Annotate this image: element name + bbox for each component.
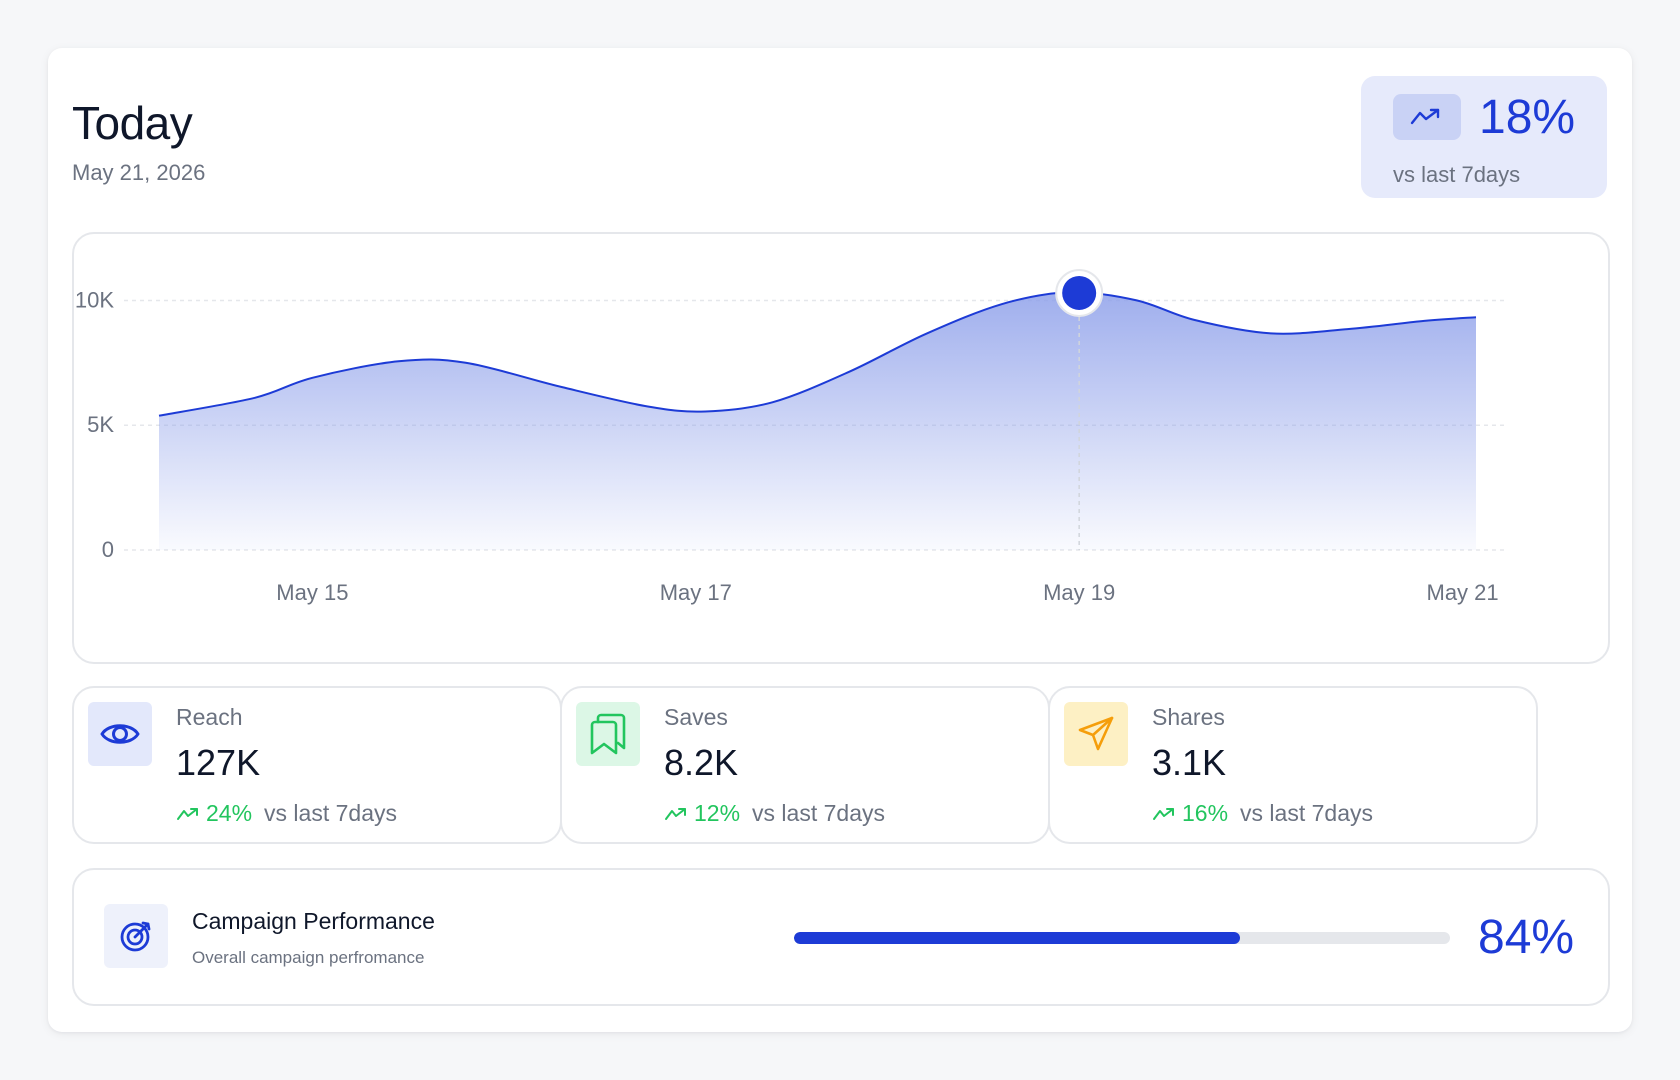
stat-change-pct: 24%	[206, 800, 253, 826]
campaign-progress-track	[794, 932, 1450, 944]
stat-card-saves[interactable]: Saves 8.2K 12% vs last 7days	[560, 686, 1050, 844]
chart-svg: 0 5K 10K May 15 May 17 May 19 May 21	[75, 268, 1504, 605]
trend-up-icon	[177, 807, 198, 820]
campaign-subtitle: Overall campaign perfromance	[192, 948, 425, 967]
stat-change-pct: 16%	[1182, 800, 1229, 826]
stat-value: 8.2K	[664, 742, 739, 783]
target-icon	[104, 904, 168, 968]
area-chart: 0 5K 10K May 15 May 17 May 19 May 21	[72, 232, 1610, 664]
x-tick-label: May 19	[1043, 580, 1115, 605]
dashboard-card: Today May 21, 2026 18% vs last 7days 0 5K…	[48, 48, 1632, 1032]
campaign-title: Campaign Performance	[192, 908, 435, 934]
stat-label: Reach	[176, 704, 243, 730]
highlight-point[interactable]	[1062, 275, 1097, 310]
x-tick-label: May 17	[660, 580, 732, 605]
stat-label: Saves	[664, 704, 728, 730]
stat-change: 12% vs last 7days	[664, 800, 885, 827]
bookmarks-icon	[576, 702, 640, 766]
trend-up-icon	[1393, 94, 1461, 140]
stat-value: 3.1K	[1152, 742, 1227, 783]
stat-compare: vs last 7days	[752, 800, 885, 826]
x-tick-label: May 21	[1427, 580, 1499, 605]
stat-value: 127K	[176, 742, 261, 783]
campaign-performance-card[interactable]: Campaign Performance Overall campaign pe…	[72, 868, 1610, 1006]
stat-compare: vs last 7days	[1240, 800, 1373, 826]
trend-value: 18%	[1479, 91, 1576, 144]
stat-card-shares[interactable]: Shares 3.1K 16% vs last 7days	[1048, 686, 1538, 844]
page-date: May 21, 2026	[72, 160, 206, 185]
y-tick-label: 10K	[75, 287, 114, 312]
send-icon	[1064, 702, 1128, 766]
stat-change: 16% vs last 7days	[1152, 800, 1373, 827]
chart-area	[159, 292, 1476, 550]
stat-change-pct: 12%	[694, 800, 741, 826]
y-tick-label: 0	[102, 537, 114, 562]
x-tick-label: May 15	[276, 580, 348, 605]
stat-card-reach[interactable]: Reach 127K 24% vs last 7days	[72, 686, 562, 844]
stat-label: Shares	[1152, 704, 1225, 730]
stat-change: 24% vs last 7days	[176, 800, 397, 827]
trend-badge: 18% vs last 7days	[1361, 76, 1607, 198]
trend-up-icon	[1153, 807, 1174, 820]
trend-label: vs last 7days	[1393, 162, 1521, 187]
campaign-percentage: 84%	[1478, 911, 1575, 964]
trend-up-icon	[665, 807, 686, 820]
eye-icon	[88, 702, 152, 766]
campaign-progress-fill	[794, 932, 1241, 944]
y-tick-label: 5K	[87, 412, 114, 437]
stat-compare: vs last 7days	[264, 800, 397, 826]
page-title: Today	[72, 97, 193, 149]
chart-line	[158, 291, 1477, 417]
